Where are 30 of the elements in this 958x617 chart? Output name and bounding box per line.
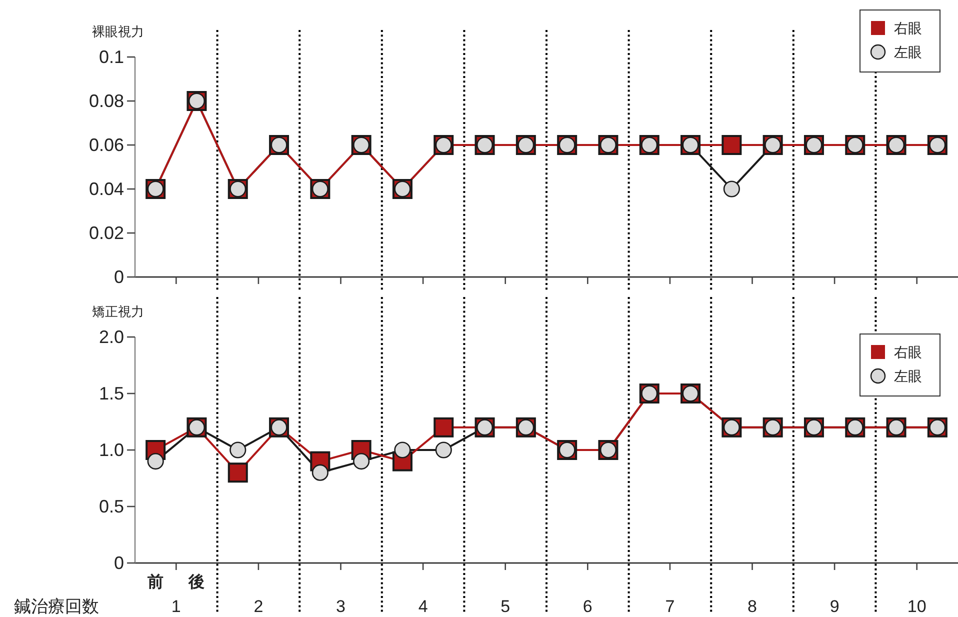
x-tick-label: 4 bbox=[418, 597, 428, 616]
y-tick-label: 0.04 bbox=[88, 179, 124, 199]
x-tick-label: 2 bbox=[254, 597, 264, 616]
legend-label: 右眼 bbox=[894, 20, 922, 36]
x-tick-label: 7 bbox=[665, 597, 675, 616]
x-tick-label: 9 bbox=[830, 597, 840, 616]
y-tick-label: 0.1 bbox=[98, 47, 124, 67]
legend-label: 左眼 bbox=[894, 368, 922, 384]
y-tick-label: 0.08 bbox=[88, 91, 124, 111]
x-tick-label: 10 bbox=[907, 597, 926, 616]
y-axis-title: 裸眼視力 bbox=[92, 24, 144, 39]
legend-label: 左眼 bbox=[894, 44, 922, 60]
x-tick-label: 6 bbox=[582, 597, 592, 616]
y-tick-label: 0.5 bbox=[98, 496, 124, 516]
y-tick-label: 1.0 bbox=[98, 440, 124, 460]
x-tick-label: 1 bbox=[171, 597, 181, 616]
y-axis-title: 矯正視力 bbox=[92, 304, 144, 319]
x-tick-label: 3 bbox=[336, 597, 346, 616]
x-tick-label: 5 bbox=[500, 597, 510, 616]
y-tick-label: 0 bbox=[114, 553, 124, 573]
y-tick-label: 0.06 bbox=[88, 135, 124, 155]
y-tick-label: 2.0 bbox=[98, 327, 124, 347]
text: 後 bbox=[188, 573, 205, 591]
legend-label: 右眼 bbox=[894, 344, 922, 360]
y-tick-label: 0.02 bbox=[88, 223, 124, 243]
y-tick-label: 1.5 bbox=[98, 384, 124, 404]
y-tick-label: 0 bbox=[114, 267, 124, 287]
text: 前 bbox=[146, 573, 164, 591]
x-tick-label: 8 bbox=[748, 597, 757, 616]
x-axis-title: 鍼治療回数 bbox=[14, 597, 99, 616]
